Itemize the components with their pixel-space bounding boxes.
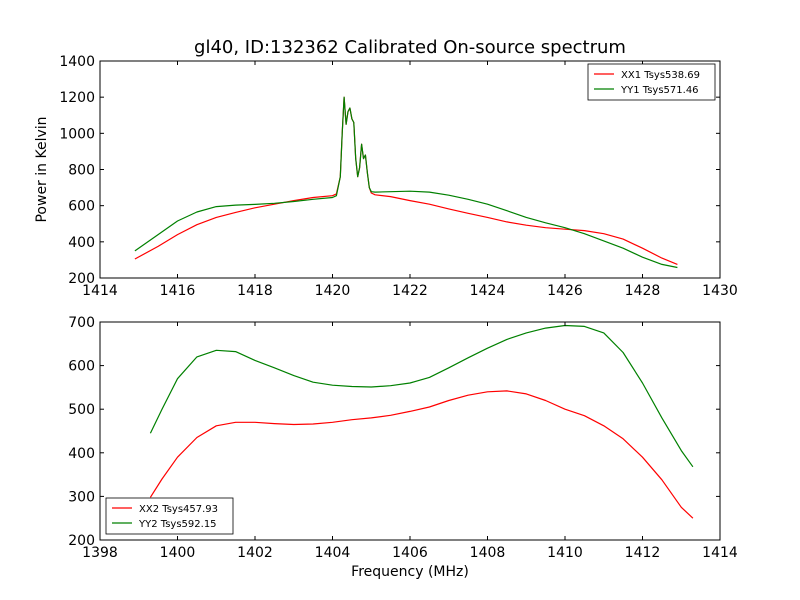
x-tick-label: 1418	[237, 283, 273, 299]
legend: XX1 Tsys538.69 YY1 Tsys571.46	[587, 63, 716, 101]
y-tick-label: 600	[68, 199, 95, 215]
legend: XX2 Tsys457.93 YY2 Tsys592.15	[105, 497, 234, 535]
bottom-plot: 1398 1400 1402 1404 1406 1408 1410 1412 1414 200 3…	[68, 315, 738, 580]
y-tick-label: 600	[68, 359, 95, 375]
x-tick-label: 1398	[82, 545, 118, 561]
legend-box	[587, 63, 716, 101]
legend-box	[105, 497, 234, 535]
series-line-2-1	[149, 390, 694, 519]
x-tick-label: 1430	[702, 283, 738, 299]
series-line-1-2	[134, 96, 678, 269]
top-plot: 1414 1416 1418 1420 1422 1424 1426 1428 1430 200 4…	[34, 54, 738, 299]
y-tick-label: 400	[68, 235, 95, 251]
y-tick-label: 1200	[59, 90, 95, 106]
y-tick-label: 800	[68, 163, 95, 179]
legend-label: YY2 Tsys592.15	[138, 519, 217, 530]
x-axis-label: Frequency (MHz)	[351, 564, 469, 580]
x-tick-label: 1414	[702, 545, 738, 561]
x-tick-label: 1416	[160, 283, 196, 299]
x-tick-label: 1408	[470, 545, 506, 561]
x-tick-label: 1404	[315, 545, 351, 561]
y-tick-label: 700	[68, 315, 95, 331]
x-tick-label: 1420	[315, 283, 351, 299]
x-tick-label: 1428	[625, 283, 661, 299]
x-tick-label: 1414	[82, 283, 118, 299]
y-tick-label: 1400	[59, 54, 95, 70]
x-tick-label: 1406	[392, 545, 428, 561]
x-tick-label: 1424	[470, 283, 506, 299]
y-tick-label: 400	[68, 446, 95, 462]
x-tick-label: 1422	[392, 283, 428, 299]
x-tick-label: 1410	[547, 545, 583, 561]
legend-label: XX1 Tsys538.69	[621, 70, 700, 81]
x-tick-label: 1400	[160, 545, 196, 561]
y-tick-label: 1000	[59, 126, 95, 142]
series-line-2-2	[149, 324, 694, 468]
legend-label: XX2 Tsys457.93	[139, 504, 218, 515]
chart-title: gl40, ID:132362 Calibrated On-source spe…	[194, 37, 626, 58]
y-tick-label: 200	[68, 533, 95, 549]
legend-label: YY1 Tsys571.46	[620, 85, 699, 96]
y-tick-label: 200	[68, 271, 95, 287]
y-axis-label: Power in Kelvin	[34, 116, 50, 222]
y-tick-label: 500	[68, 402, 95, 418]
x-tick-label: 1412	[625, 545, 661, 561]
x-tick-label: 1426	[547, 283, 583, 299]
x-tick-label: 1402	[237, 545, 273, 561]
y-tick-label: 300	[68, 489, 95, 505]
